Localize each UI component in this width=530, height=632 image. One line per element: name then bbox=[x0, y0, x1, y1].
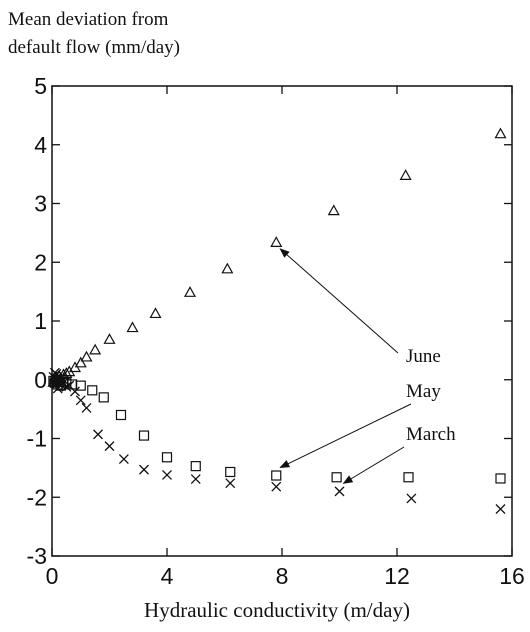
june-point bbox=[126, 321, 139, 333]
y-tick-label: -1 bbox=[27, 426, 47, 452]
label-may: May bbox=[406, 381, 441, 402]
may-point bbox=[225, 466, 236, 478]
plot-frame bbox=[51, 85, 513, 557]
arrow-may bbox=[279, 403, 412, 468]
y-tick-label: 4 bbox=[34, 132, 47, 158]
march-point bbox=[93, 429, 103, 440]
y-tick-label: 2 bbox=[34, 249, 47, 275]
march-point bbox=[118, 454, 129, 465]
y-tick-label: 1 bbox=[34, 308, 47, 334]
y-axis-title-line-1: Mean deviation from bbox=[8, 9, 169, 30]
y-tick-labels: 5 4 3 2 1 0 -1 -2 -3 bbox=[27, 73, 48, 569]
x-axis-title: Hydraulic conductivity (m/day) bbox=[144, 598, 410, 622]
march-point bbox=[162, 469, 172, 480]
march-point bbox=[81, 402, 92, 413]
data-series bbox=[47, 127, 507, 514]
march-point bbox=[61, 381, 72, 392]
y-tick-label: -2 bbox=[27, 484, 47, 510]
y-tick-label: 0 bbox=[34, 367, 47, 393]
march-point bbox=[70, 386, 80, 397]
june-point bbox=[89, 343, 102, 355]
june-point bbox=[149, 307, 162, 319]
june-point bbox=[494, 127, 507, 139]
x-tick-labels: 0 4 8 12 16 bbox=[46, 563, 525, 589]
june-point bbox=[74, 356, 87, 368]
x-tick-label: 16 bbox=[499, 563, 525, 589]
march-point bbox=[225, 478, 236, 489]
x-tick-label: 8 bbox=[276, 563, 289, 589]
arrow-march bbox=[342, 446, 405, 484]
x-tick-label: 0 bbox=[46, 563, 59, 589]
june-point bbox=[80, 350, 93, 362]
annotations: June May March bbox=[279, 248, 456, 484]
march-point bbox=[406, 493, 417, 504]
arrow-june bbox=[279, 248, 399, 354]
march-point bbox=[139, 464, 149, 475]
series-march bbox=[48, 367, 506, 514]
march-point bbox=[271, 481, 282, 492]
may-point bbox=[75, 380, 86, 391]
label-june: June bbox=[406, 346, 441, 367]
june-point bbox=[399, 169, 412, 180]
march-point bbox=[75, 395, 86, 406]
june-point bbox=[327, 204, 340, 216]
march-point bbox=[190, 474, 201, 484]
march-point bbox=[58, 377, 69, 388]
label-march: March bbox=[406, 424, 456, 445]
may-point bbox=[331, 472, 342, 483]
may-point bbox=[87, 385, 98, 396]
june-point bbox=[221, 262, 234, 274]
may-point bbox=[403, 472, 414, 483]
may-point bbox=[161, 452, 173, 463]
march-point bbox=[55, 373, 66, 383]
may-point bbox=[98, 392, 109, 403]
may-point bbox=[271, 470, 282, 481]
x-tick-label: 12 bbox=[384, 563, 410, 589]
x-tick-label: 4 bbox=[161, 563, 174, 589]
y-tick-label: 5 bbox=[34, 73, 47, 99]
june-point bbox=[103, 333, 116, 344]
may-point bbox=[138, 430, 150, 441]
may-point bbox=[115, 409, 127, 421]
march-point bbox=[334, 486, 345, 497]
may-point bbox=[495, 473, 506, 484]
y-tick-label: 3 bbox=[34, 191, 47, 217]
y-tick-label: -3 bbox=[27, 543, 47, 569]
y-axis-title-line-2: default flow (mm/day) bbox=[8, 37, 180, 58]
june-point bbox=[183, 286, 197, 297]
march-point bbox=[104, 441, 115, 452]
march-point bbox=[495, 504, 506, 514]
tick-marks bbox=[51, 85, 513, 557]
may-point bbox=[190, 461, 201, 472]
june-point bbox=[270, 236, 283, 247]
